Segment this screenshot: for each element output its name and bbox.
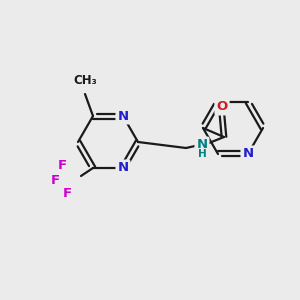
Text: N: N (196, 139, 208, 152)
Text: H: H (198, 149, 206, 159)
Text: N: N (242, 148, 253, 160)
Text: O: O (216, 100, 228, 113)
Text: F: F (50, 175, 60, 188)
Text: N: N (117, 110, 129, 122)
Text: F: F (62, 188, 72, 200)
Text: F: F (57, 160, 67, 172)
Text: CH₃: CH₃ (73, 74, 97, 87)
Text: N: N (117, 161, 129, 175)
